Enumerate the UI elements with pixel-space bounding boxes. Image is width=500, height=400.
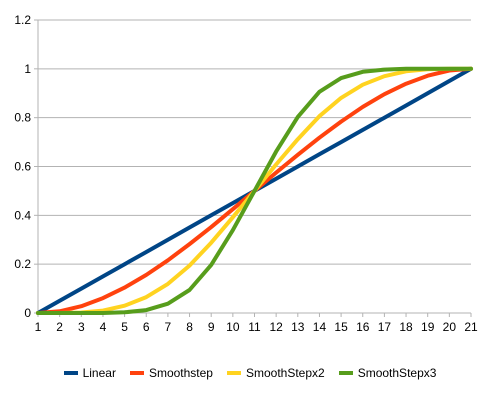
x-tick-label: 8 — [186, 320, 193, 334]
x-tick-label: 10 — [226, 320, 240, 334]
legend-swatch-smoothstep — [129, 371, 144, 375]
y-tick-label: 0.8 — [14, 111, 31, 125]
legend-item-smoothstep: Smoothstep — [129, 366, 213, 380]
y-tick-label: 1 — [24, 62, 31, 76]
x-tick-label: 21 — [464, 320, 478, 334]
legend-item-smoothstepx3: SmoothStepx3 — [338, 366, 437, 380]
x-tick-label: 17 — [378, 320, 392, 334]
x-tick-label: 14 — [313, 320, 327, 334]
y-tick-label: 0.2 — [14, 257, 31, 271]
y-tick-label: 0 — [24, 306, 31, 320]
x-tick-label: 4 — [100, 320, 107, 334]
x-tick-label: 19 — [421, 320, 435, 334]
y-tick-label: 1.2 — [14, 13, 31, 27]
legend-swatch-smoothstepx3 — [338, 371, 353, 375]
y-tick-label: 0.6 — [14, 160, 31, 174]
x-tick-label: 15 — [334, 320, 348, 334]
legend: Linear Smoothstep SmoothStepx2 SmoothSte… — [0, 366, 500, 380]
x-tick-label: 18 — [399, 320, 413, 334]
legend-label-smoothstepx2: SmoothStepx2 — [245, 366, 325, 380]
x-tick-label: 5 — [121, 320, 128, 334]
x-tick-label: 6 — [143, 320, 150, 334]
x-tick-label: 20 — [443, 320, 457, 334]
x-tick-label: 12 — [269, 320, 283, 334]
x-tick-label: 16 — [356, 320, 370, 334]
legend-item-smoothstepx2: SmoothStepx2 — [226, 366, 325, 380]
x-tick-label: 13 — [291, 320, 305, 334]
x-tick-label: 9 — [208, 320, 215, 334]
y-tick-label: 0.4 — [14, 208, 31, 222]
x-tick-label: 2 — [56, 320, 63, 334]
legend-swatch-smoothstepx2 — [226, 371, 241, 375]
legend-item-linear: Linear — [63, 366, 116, 380]
x-tick-label: 7 — [165, 320, 172, 334]
legend-label-smoothstep: Smoothstep — [148, 366, 213, 380]
legend-swatch-linear — [63, 371, 78, 375]
series-line-smoothstepx3 — [36, 66, 473, 315]
legend-label-smoothstepx3: SmoothStepx3 — [357, 366, 437, 380]
x-tick-label: 1 — [35, 320, 42, 334]
legend-label-linear: Linear — [82, 366, 116, 380]
x-tick-label: 3 — [78, 320, 85, 334]
line-chart: 00.20.40.60.811.21 2 3 4 5 6 7 8 9 10 11 12 13 14 15 16… — [14, 13, 478, 334]
x-tick-label: 11 — [248, 320, 261, 334]
